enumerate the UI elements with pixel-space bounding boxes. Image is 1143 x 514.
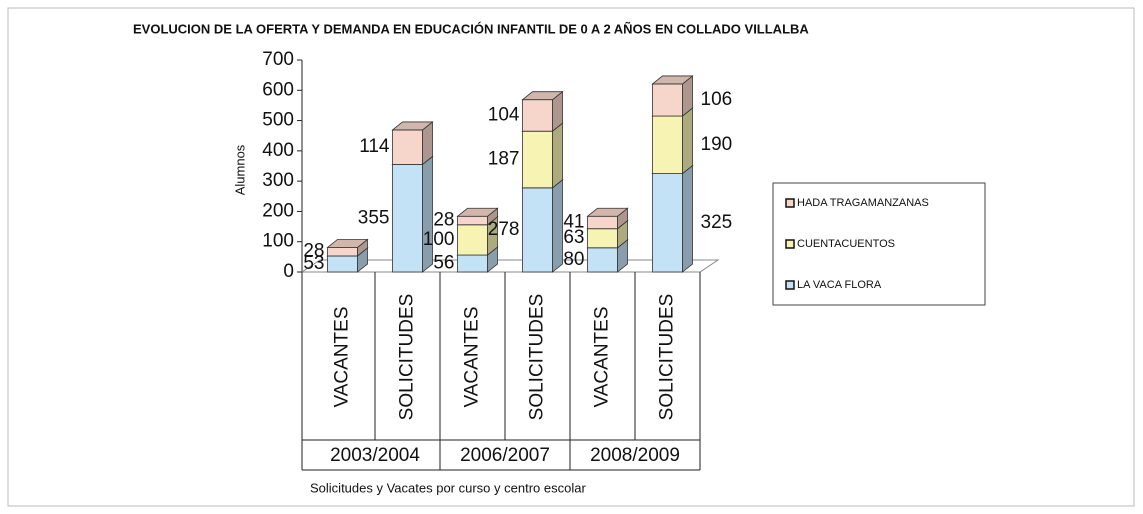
data-label: 278 [488,219,520,240]
bar-top [456,207,499,217]
group-label: 2008/2009 [590,445,680,466]
chart-title: EVOLUCION DE LA OFERTA Y DEMANDA EN EDUC… [133,21,809,36]
bar-side [552,178,563,273]
y-tick-label: 100 [262,231,294,252]
data-label: 41 [563,211,584,232]
bar-segment [457,254,488,273]
bar-segment [392,129,423,165]
bar-segment [587,228,618,249]
bar-segment [652,83,683,117]
legend-swatch [785,239,795,249]
data-label: 80 [563,249,584,270]
data-label: 187 [488,149,520,170]
bar-top [326,239,369,248]
group-label: 2003/2004 [330,445,420,466]
bar-side [552,122,563,189]
legend-box [772,182,986,306]
bar-top [586,207,629,217]
data-label: 56 [433,253,454,274]
bar-segment [392,164,423,273]
data-label: 114 [359,136,390,157]
data-label: 106 [701,89,733,110]
bar-top [651,75,694,85]
legend-label: LA VACA FLORA [797,279,882,291]
floor [300,259,720,273]
x-axis-label: Solicitudes y Vacates por curso y centro… [310,480,586,495]
bar-segment [327,255,358,273]
y-tick-label: 200 [262,200,294,221]
bar-segment [457,215,488,226]
y-tick-label: 500 [262,110,294,131]
y-tick-label: 600 [262,79,294,100]
x-tick-label: SOLICITUDES [527,294,548,421]
x-tick-label: VACANTES [462,306,483,407]
bar-segment [522,130,553,189]
group-label: 2006/2007 [460,445,550,466]
data-label: 190 [701,134,733,155]
y-axis-label: Alumnos [232,144,247,195]
bar-segment [457,224,488,256]
data-label: 104 [488,104,520,125]
bar-segment [652,173,683,273]
bar-top [521,91,564,101]
legend-label: CUENTACUENTOS [797,238,895,250]
bar-side [682,107,693,175]
bar-segment [587,215,618,230]
x-tick-label: VACANTES [592,306,613,407]
bar-side [422,155,433,273]
data-label: 100 [423,229,455,250]
x-tick-label: VACANTES [332,306,353,407]
x-tick-label: SOLICITUDES [397,294,418,421]
data-label: 325 [701,212,733,233]
data-label: 53 [303,253,324,274]
y-tick-label: 400 [262,140,294,161]
bar-top [391,121,434,131]
bar-segment [587,247,618,273]
bar-segment [522,99,553,132]
bar-side [682,164,693,273]
data-label: 63 [563,227,584,248]
y-tick-label: 700 [262,49,294,70]
legend-swatch [785,198,795,208]
data-label: 355 [358,207,390,228]
legend-swatch [785,280,795,290]
bar-segment [327,247,358,257]
y-tick-label: 0 [283,261,294,282]
bar-segment [652,115,683,174]
x-tick-label: SOLICITUDES [657,294,678,421]
y-tick-label: 300 [262,170,294,191]
bar-segment [522,187,553,273]
legend-label: HADA TRAGAMANZANAS [797,197,929,209]
data-label: 28 [303,241,324,262]
data-label: 28 [433,210,454,231]
